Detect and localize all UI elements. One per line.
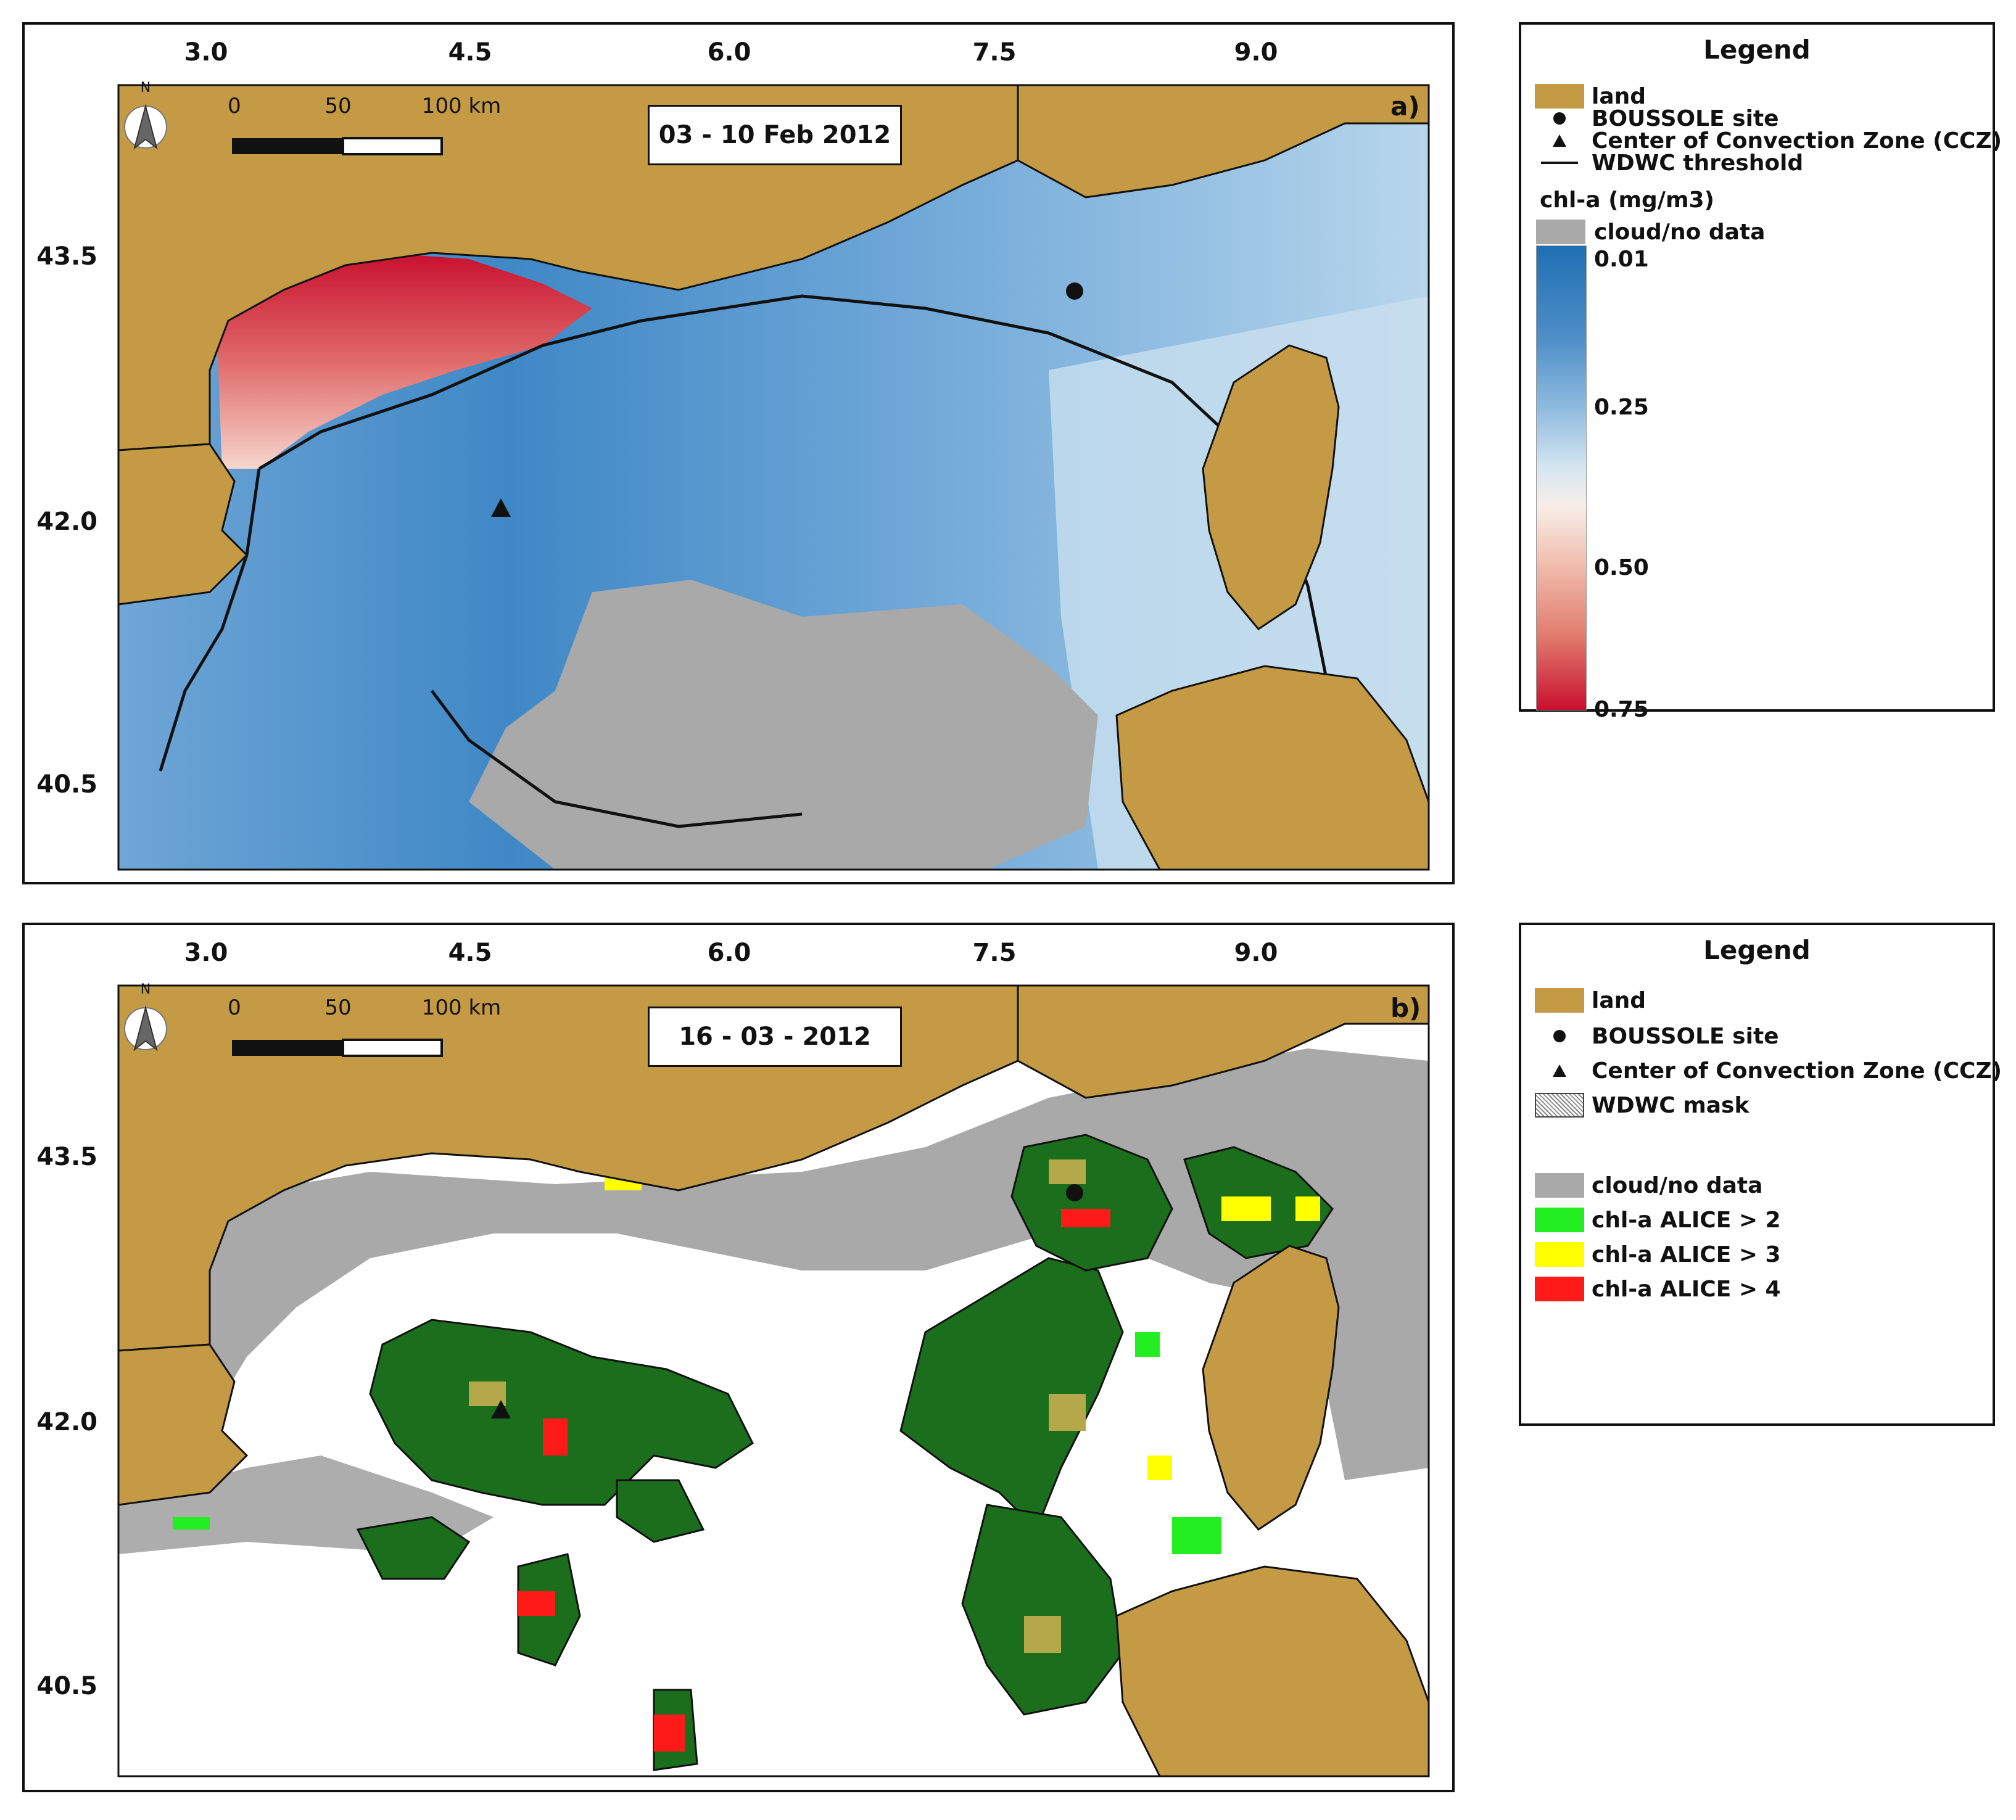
- north-label: N: [140, 80, 151, 96]
- scale-label: 50: [324, 94, 352, 118]
- panel-letter-b: b): [1390, 993, 1421, 1023]
- legend-class-gt2: chl-a ALICE > 2: [1534, 1206, 1781, 1233]
- legend-a: Legend land BOUSSOLE site Center of Conv…: [1519, 22, 2002, 722]
- triangle-marker-icon: [1553, 134, 1566, 147]
- green-swatch: [1535, 1208, 1584, 1232]
- lat-tick: 43.5: [36, 242, 97, 271]
- legend-class-gt4: chl-a ALICE > 4: [1534, 1275, 1781, 1303]
- legend-item-wdwc-mask: WDWC mask: [1534, 1092, 1749, 1119]
- legend-b: Legend land BOUSSOLE site Center of Conv…: [1519, 923, 2002, 1426]
- lat-tick: 42.0: [36, 1408, 97, 1436]
- cloud-swatch: [1535, 1173, 1584, 1198]
- lat-tick: 40.5: [36, 1672, 97, 1700]
- colorbar-tick: 0.50: [1594, 555, 1649, 580]
- cloud-label: cloud/no data: [1594, 220, 1766, 245]
- lon-tick: 7.5: [972, 38, 1017, 67]
- scale-label: 50: [324, 995, 352, 1020]
- circle-marker-icon: [1553, 112, 1566, 125]
- legend-item-boussole: BOUSSOLE site: [1534, 1023, 1779, 1050]
- legend-item-land: land: [1534, 83, 1646, 110]
- panel-letter-a: a): [1390, 91, 1420, 121]
- legend-title: Legend: [1703, 35, 1811, 65]
- colorbar-tick: 0.25: [1594, 395, 1649, 420]
- yellow-swatch: [1535, 1242, 1584, 1267]
- north-label: N: [140, 982, 151, 997]
- lon-tick: 7.5: [972, 939, 1017, 967]
- line-icon: [1541, 162, 1578, 164]
- scale-label: 0: [228, 94, 241, 118]
- scale-label: 100 km: [421, 995, 502, 1020]
- legend-item-ccz: Center of Convection Zone (CCZ): [1534, 127, 2002, 154]
- scale-label: 0: [228, 995, 241, 1020]
- land-swatch: [1535, 988, 1584, 1013]
- chl-colorbar: [1536, 245, 1587, 710]
- legend-class-cloud: cloud/no data: [1534, 1172, 1762, 1199]
- land-swatch: [1535, 84, 1584, 109]
- scale-label: 100 km: [421, 94, 502, 118]
- lat-tick: 42.0: [36, 508, 97, 536]
- red-swatch: [1535, 1277, 1584, 1301]
- lon-tick: 9.0: [1234, 38, 1278, 67]
- date-label-a: 03 - 10 Feb 2012: [648, 105, 902, 165]
- date-label-b: 16 - 03 - 2012: [648, 1007, 902, 1067]
- lon-tick: 3.0: [184, 38, 228, 67]
- lon-tick: 4.5: [448, 38, 492, 67]
- cloud-swatch: [1536, 220, 1585, 244]
- colorbar-title: chl-a (mg/m3): [1540, 187, 1714, 213]
- legend-title: Legend: [1703, 935, 1811, 965]
- legend-class-gt3: chl-a ALICE > 3: [1534, 1241, 1781, 1268]
- lon-tick: 6.0: [707, 38, 751, 67]
- legend-item-boussole: BOUSSOLE site: [1534, 105, 1779, 132]
- legend-item-ccz: Center of Convection Zone (CCZ): [1534, 1057, 2002, 1084]
- legend-item-wdwc: WDWC threshold: [1534, 149, 1803, 176]
- circle-marker-icon: [1553, 1030, 1566, 1042]
- colorbar-tick: 0.75: [1594, 697, 1649, 722]
- lon-tick: 3.0: [184, 939, 228, 967]
- triangle-marker-icon: [1553, 1064, 1566, 1077]
- legend-item-land: land: [1534, 987, 1646, 1014]
- lon-tick: 6.0: [707, 939, 751, 967]
- hatch-swatch: [1535, 1093, 1584, 1118]
- colorbar-tick: 0.01: [1594, 247, 1649, 272]
- lon-tick: 4.5: [448, 939, 492, 967]
- lat-tick: 40.5: [36, 770, 97, 799]
- lon-tick: 9.0: [1234, 939, 1278, 967]
- lat-tick: 43.5: [36, 1143, 97, 1171]
